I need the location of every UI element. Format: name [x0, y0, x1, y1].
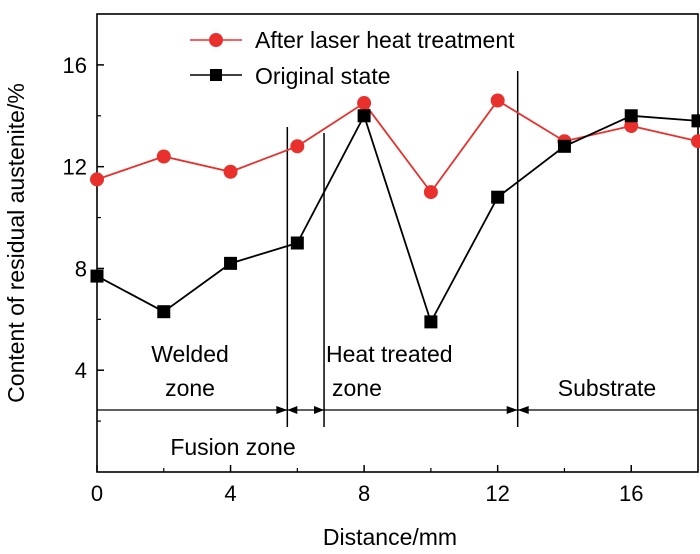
heat-treated-zone-label-2: zone [332, 375, 382, 401]
series-0-point-9 [691, 134, 700, 149]
heat-treated-zone-label: Heat treated [326, 341, 453, 367]
welded-zone-label: Welded [151, 341, 229, 367]
series-1-point-1 [157, 305, 171, 319]
series-line-0 [96, 99, 699, 194]
legend: After laser heat treatment Original stat… [190, 27, 515, 89]
welded-zone-label-2: zone [165, 375, 215, 401]
legend-label-original: Original state [255, 63, 391, 89]
series-1-point-6 [491, 190, 505, 204]
series-0-point-4 [357, 96, 372, 111]
series-1-point-3 [290, 236, 304, 250]
legend-marker-black [210, 69, 222, 81]
x-tick-label-0: 0 [91, 481, 103, 506]
y-axis-title: Content of residual austenite/% [3, 83, 29, 403]
series-1-point-2 [224, 256, 238, 270]
legend-label-after-laser: After laser heat treatment [255, 27, 515, 53]
series-1-point-9 [691, 114, 700, 128]
zone-boundaries [286, 71, 519, 427]
series-0-point-2 [223, 164, 238, 179]
x-axis-ticks: 0 4 8 12 16 [91, 465, 643, 506]
series-1-point-8 [624, 109, 638, 123]
y-axis-ticks: 4 8 12 16 [63, 53, 104, 422]
x-tick-label-4: 4 [224, 481, 236, 506]
series-0-point-3 [290, 139, 305, 154]
series-line-1 [96, 113, 699, 325]
y-tick-label-12: 12 [63, 155, 87, 180]
x-tick-label-12: 12 [485, 481, 509, 506]
series-0-point-1 [156, 149, 171, 164]
series-1-point-4 [357, 109, 371, 123]
y-tick-label-4: 4 [75, 358, 87, 383]
substrate-label: Substrate [558, 375, 656, 401]
fusion-arrowhead-right [314, 406, 325, 414]
plot-frame [96, 13, 699, 473]
fusion-zone-label: Fusion zone [170, 434, 295, 460]
y-tick-label-8: 8 [75, 256, 87, 281]
series-0-point-8 [624, 118, 639, 133]
series-layer [90, 93, 700, 329]
fusion-arrowhead-left [287, 406, 298, 414]
zone-arrows [97, 406, 698, 414]
series-0-point-5 [423, 185, 438, 200]
x-tick-label-8: 8 [358, 481, 370, 506]
x-axis-title: Distance/mm [323, 524, 457, 550]
x-tick-label-16: 16 [619, 481, 643, 506]
series-1-point-0 [90, 269, 104, 283]
welded-arrowhead [276, 406, 288, 414]
series-0-point-0 [90, 172, 104, 187]
y-tick-label-16: 16 [63, 53, 87, 78]
substrate-arrowhead [517, 406, 529, 414]
series-1-point-5 [424, 315, 438, 329]
series-0-point-6 [490, 93, 505, 108]
series-1-point-7 [557, 139, 571, 153]
heat-arrowhead [506, 406, 518, 414]
legend-marker-red [209, 33, 223, 47]
